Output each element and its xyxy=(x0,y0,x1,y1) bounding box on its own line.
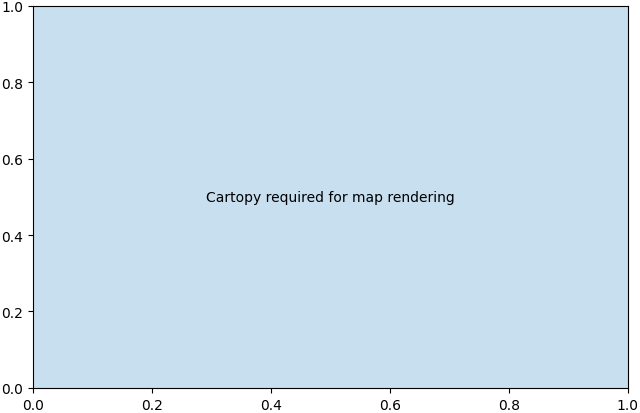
Text: Cartopy required for map rendering: Cartopy required for map rendering xyxy=(206,190,455,204)
